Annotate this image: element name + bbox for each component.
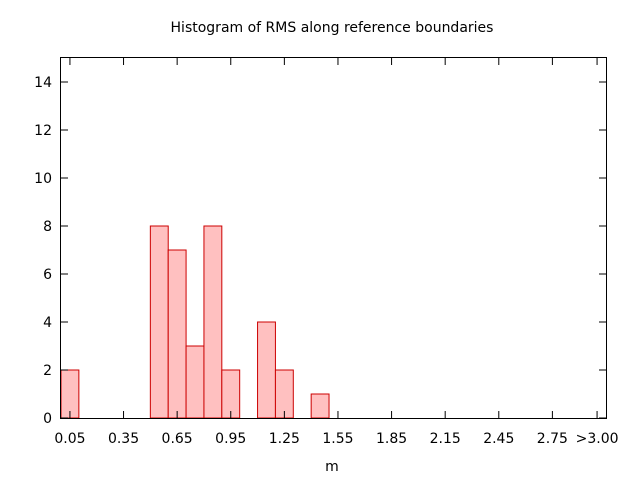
histogram-bar xyxy=(310,393,330,419)
x-tick-label: 0.35 xyxy=(108,431,139,447)
y-axis: 0 2 4 6 8 10 12 14 xyxy=(34,75,606,427)
histogram-bar xyxy=(221,369,241,419)
histogram-bar xyxy=(149,225,169,419)
x-tick-label: 2.45 xyxy=(483,431,514,447)
x-tick-label: 1.55 xyxy=(322,431,353,447)
x-tick-label: 1.25 xyxy=(269,431,300,447)
y-tick-label: 12 xyxy=(34,123,52,139)
y-tick-label: 4 xyxy=(43,315,52,331)
x-tick-label: 2.15 xyxy=(430,431,461,447)
x-tick-label: 2.75 xyxy=(537,431,568,447)
histogram-bar xyxy=(257,321,276,419)
histogram-bar xyxy=(185,345,205,419)
x-axis-label: m xyxy=(325,459,339,475)
y-tick-label: 2 xyxy=(43,363,52,379)
x-tick-label: 0.05 xyxy=(54,431,85,447)
x-tick-label: 0.65 xyxy=(162,431,193,447)
histogram-bar xyxy=(203,225,223,419)
x-tick-label: >3.00 xyxy=(576,431,619,447)
histogram-bar xyxy=(167,249,187,419)
x-axis: 0.05 0.35 0.65 0.95 1.25 1.55 1.85 2.15 2.45 2.75… xyxy=(54,58,619,447)
bars-group xyxy=(60,225,330,419)
x-tick-label: 1.85 xyxy=(376,431,407,447)
y-tick-label: 8 xyxy=(43,219,52,235)
y-tick-label: 14 xyxy=(34,75,52,91)
histogram-bar xyxy=(60,369,80,419)
plot-frame xyxy=(60,57,607,419)
histogram-bar xyxy=(274,369,294,419)
y-tick-label: 6 xyxy=(43,267,52,283)
y-tick-label: 0 xyxy=(43,411,52,427)
x-tick-label: 0.95 xyxy=(215,431,246,447)
chart-title: Histogram of RMS along reference boundar… xyxy=(171,20,494,36)
y-tick-label: 10 xyxy=(34,171,52,187)
